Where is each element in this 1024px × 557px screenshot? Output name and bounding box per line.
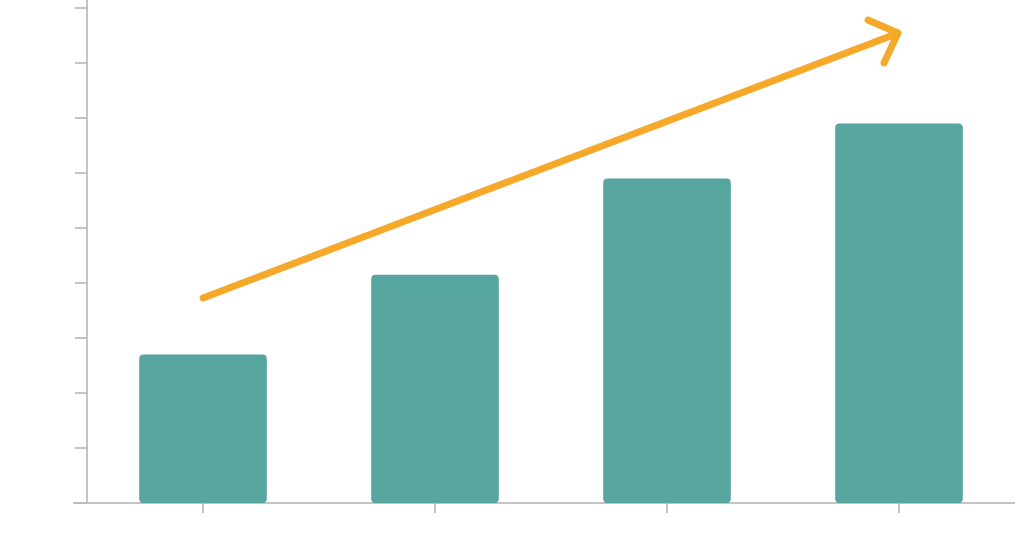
bar [603,178,731,503]
arrow-shaft [199,30,900,302]
plot [75,7,963,513]
bar [371,274,499,503]
arrow-head [864,16,902,67]
bar [139,354,267,503]
bar [835,123,963,503]
trend-arrow [199,16,902,302]
